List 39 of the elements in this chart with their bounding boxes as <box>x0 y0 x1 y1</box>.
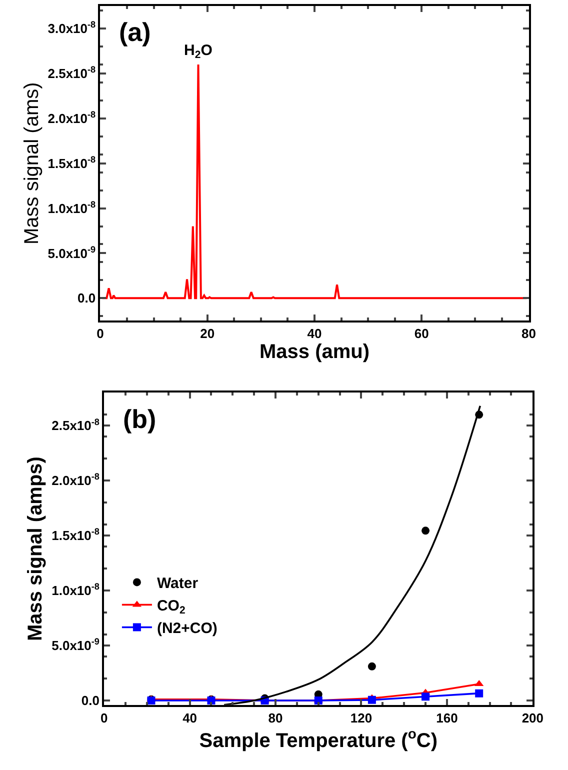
y-tick-label: 1.5x10$^{-8}$ <box>52 526 100 544</box>
x-tick-label: 40 <box>182 710 198 726</box>
y-tick-label: 0.0 <box>78 290 96 306</box>
legend-label: Water <box>156 575 198 592</box>
y-axis-title: Mass signal (amps) <box>24 456 47 642</box>
y-tick-label: 5.0x10$^{-9}$ <box>48 244 96 261</box>
x-tick-label: 20 <box>200 326 215 342</box>
x-axis-title: Mass (amu) <box>259 341 370 364</box>
y-axis-title: Mass signal (ams) <box>20 82 43 245</box>
y-tick-label: 2.5x10$^{-8}$ <box>48 64 96 82</box>
x-tick-label: 160 <box>436 710 458 726</box>
y-tick-label: 2.0x10$^{-8}$ <box>52 472 100 488</box>
x-tick-label: 120 <box>350 710 372 726</box>
y-tick-label: 2.5x10$^{-8}$ <box>52 416 100 434</box>
point <box>475 689 484 698</box>
y-tick-label: 1.0x10$^{-8}$ <box>52 582 100 598</box>
point <box>422 526 430 535</box>
point <box>422 692 430 701</box>
annotation: (a) <box>119 17 151 47</box>
point <box>368 662 376 670</box>
x-tick-label: 60 <box>414 326 429 342</box>
point <box>368 696 376 704</box>
x-tick-label: 40 <box>307 326 322 342</box>
x-tick-label: 200 <box>522 710 544 726</box>
x-tick-label: 0 <box>100 710 108 726</box>
y-tick-label: 1.0x10$^{-8}$ <box>48 199 96 216</box>
y-tick-label: 5.0x10$^{-9}$ <box>52 636 100 654</box>
y-tick-label: 3.0x10$^{-8}$ <box>48 20 96 36</box>
y-tick-label: 0.0 <box>81 693 100 708</box>
x-tick-label: 0 <box>96 326 104 342</box>
y-tick-label: 2.0x10$^{-8}$ <box>48 110 96 126</box>
y-tick-label: 1.5x10$^{-8}$ <box>48 154 96 171</box>
x-tick-label: 80 <box>268 710 283 726</box>
legend-label: (N2+CO) <box>156 620 218 638</box>
x-axis-title: Sample Temperature ($^{o}$C) <box>199 725 438 752</box>
annotation: H$_{2}$O <box>184 42 213 62</box>
x-tick-label: 80 <box>522 326 536 342</box>
annotation: (b) <box>123 404 156 434</box>
legend-label: CO$_{2}$ <box>156 598 186 617</box>
